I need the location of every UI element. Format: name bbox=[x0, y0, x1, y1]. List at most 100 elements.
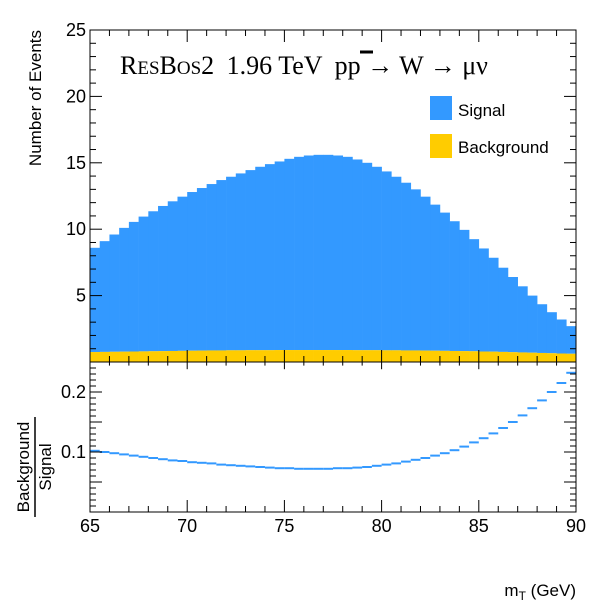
signal-bar bbox=[158, 205, 169, 352]
signal-bar bbox=[546, 312, 557, 354]
signal-bar bbox=[177, 196, 188, 351]
signal-bar bbox=[478, 248, 489, 352]
ratio-y-tick-label: 0.1 bbox=[61, 442, 86, 462]
background-bar bbox=[362, 350, 373, 362]
signal-bar bbox=[284, 158, 295, 351]
background-bar bbox=[420, 350, 431, 362]
background-bar bbox=[430, 350, 441, 362]
background-bar bbox=[99, 351, 110, 362]
background-bar bbox=[507, 352, 518, 362]
signal-bar bbox=[410, 189, 421, 351]
background-bar bbox=[498, 351, 509, 362]
signal-bar bbox=[90, 247, 101, 353]
bottom-y-axis: 0.1 0.2 bbox=[61, 361, 576, 513]
background-bar bbox=[245, 350, 256, 362]
background-bar bbox=[216, 350, 227, 362]
signal-bar bbox=[439, 212, 450, 351]
signal-bar bbox=[323, 154, 334, 351]
signal-bar bbox=[196, 188, 207, 351]
legend-signal-swatch bbox=[430, 96, 452, 120]
signal-bar bbox=[517, 286, 528, 353]
signal-bar bbox=[99, 241, 110, 352]
y-tick-label: 5 bbox=[76, 286, 86, 306]
background-bar bbox=[401, 350, 412, 362]
signal-bar bbox=[566, 326, 577, 354]
signal-bar bbox=[420, 196, 431, 351]
top-y-axis-label: Number of Events bbox=[26, 30, 45, 166]
background-bar bbox=[284, 350, 295, 362]
background-bar bbox=[439, 350, 450, 362]
background-bar bbox=[527, 352, 538, 362]
background-bar bbox=[459, 351, 470, 362]
background-bar bbox=[158, 351, 169, 362]
top-panel-bars bbox=[90, 154, 577, 362]
background-bar bbox=[264, 350, 275, 362]
signal-bar bbox=[313, 154, 324, 351]
legend-background-swatch bbox=[430, 134, 452, 158]
x-tick-label: 70 bbox=[177, 516, 197, 536]
signal-bar bbox=[469, 239, 480, 352]
signal-bar bbox=[342, 156, 353, 351]
x-axis-label: mT (GeV) bbox=[504, 581, 576, 603]
signal-bar bbox=[449, 221, 460, 351]
signal-bar bbox=[401, 182, 412, 351]
bottom-x-axis: 65 70 75 80 85 90 bbox=[80, 362, 586, 536]
signal-bar bbox=[303, 155, 314, 351]
x-tick-label: 80 bbox=[372, 516, 392, 536]
signal-bar bbox=[206, 184, 217, 351]
signal-bar bbox=[430, 204, 441, 351]
background-bar bbox=[478, 351, 489, 362]
signal-bar bbox=[235, 173, 246, 351]
background-bar bbox=[206, 350, 217, 362]
ratio-label-numerator: Background bbox=[14, 422, 33, 513]
legend-signal-label: Signal bbox=[458, 101, 505, 120]
background-bar bbox=[167, 350, 178, 362]
signal-bar bbox=[119, 227, 130, 352]
chart-title: RESBOS2 1.96 TeV pp → W → μν bbox=[120, 51, 488, 80]
signal-bar bbox=[381, 171, 392, 351]
ratio-y-tick-label: 0.2 bbox=[61, 382, 86, 402]
background-bar bbox=[226, 350, 237, 362]
y-tick-label: 10 bbox=[66, 219, 86, 239]
background-bar bbox=[196, 350, 207, 362]
background-bar bbox=[303, 350, 314, 362]
background-bar bbox=[323, 350, 334, 362]
x-tick-label: 75 bbox=[274, 516, 294, 536]
signal-bar bbox=[527, 295, 538, 353]
background-bar bbox=[109, 351, 120, 362]
signal-bar bbox=[537, 304, 548, 353]
background-bar bbox=[488, 351, 499, 362]
signal-bar bbox=[459, 229, 470, 352]
y-tick-label: 15 bbox=[66, 153, 86, 173]
signal-bar bbox=[362, 162, 373, 351]
background-bar bbox=[128, 351, 139, 362]
top-x-ticks bbox=[89, 30, 577, 362]
top-y-axis: 5 10 15 20 25 bbox=[66, 20, 576, 363]
signal-bar bbox=[167, 201, 178, 351]
background-bar bbox=[391, 350, 402, 362]
background-bar bbox=[342, 350, 353, 362]
y-tick-label: 20 bbox=[66, 86, 86, 106]
background-bar bbox=[274, 350, 285, 362]
signal-bar bbox=[255, 166, 266, 351]
signal-bar bbox=[352, 159, 363, 351]
background-bar bbox=[235, 350, 246, 362]
background-bar bbox=[469, 351, 480, 362]
signal-bar bbox=[187, 192, 198, 351]
background-bar bbox=[255, 350, 266, 362]
bottom-panel-frame bbox=[89, 361, 577, 513]
background-bar bbox=[90, 352, 101, 362]
signal-bar bbox=[109, 234, 120, 352]
background-bar bbox=[556, 353, 567, 362]
legend-background-label: Background bbox=[458, 138, 549, 157]
background-bar bbox=[119, 351, 130, 362]
signal-bar bbox=[274, 161, 285, 351]
background-bar bbox=[381, 350, 392, 362]
signal-bar bbox=[128, 221, 139, 352]
background-bar bbox=[352, 350, 363, 362]
background-bar bbox=[333, 350, 344, 362]
signal-bar bbox=[148, 211, 159, 352]
background-bar bbox=[449, 350, 460, 362]
signal-bar bbox=[294, 156, 305, 351]
